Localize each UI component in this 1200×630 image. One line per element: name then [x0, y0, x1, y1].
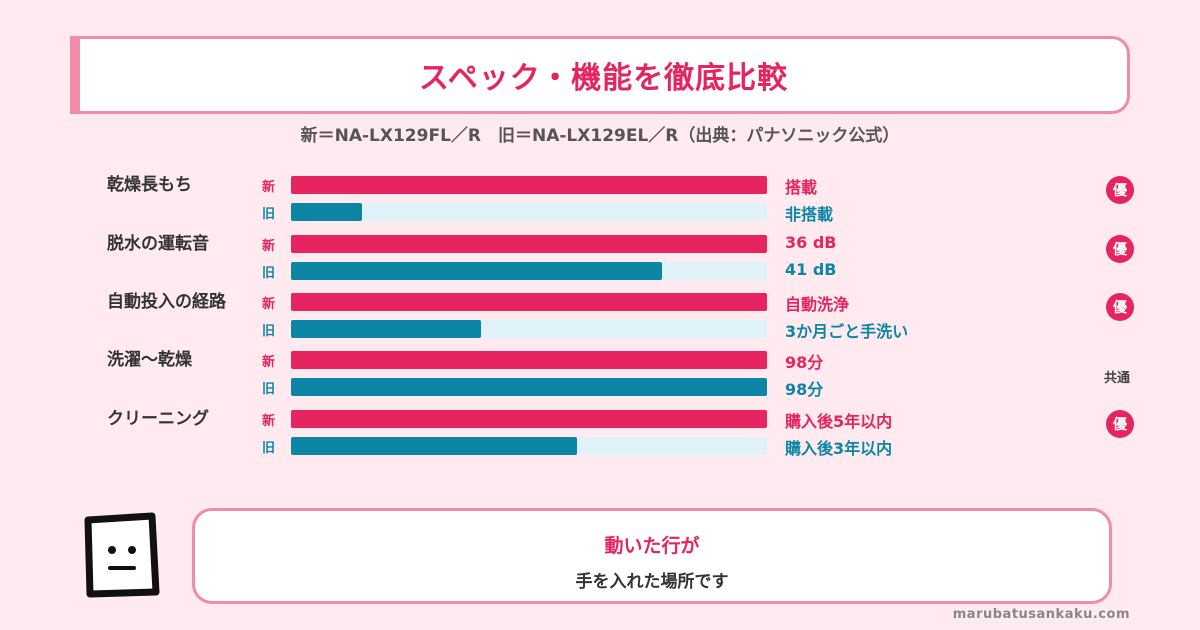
- speech-bubble: 動いた行が 手を入れた場所です: [192, 508, 1112, 604]
- comparison-row: 脱水の運転音 新 36 dB 旧 41 dB 優: [0, 229, 1200, 283]
- new-bar-track: [291, 410, 767, 428]
- verdict-common: 共通: [1104, 371, 1131, 386]
- new-tag: 新: [262, 297, 276, 312]
- comparison-chart: 乾燥長もち新搭載旧非搭載優脱水の運転音新 36 dB 旧 41 dB 優自動投入の経路新…: [0, 170, 1200, 458]
- new-bar: [291, 410, 767, 428]
- comparison-row: クリーニング 新 購入後5年以内旧 購入後3年以内 優: [0, 404, 1200, 458]
- old-value-label: 3か月ごと手洗い: [785, 322, 909, 341]
- old-bar: [291, 437, 577, 455]
- old-bar: [291, 262, 662, 280]
- row-label: 乾燥長もち: [107, 175, 192, 195]
- new-bar: [291, 351, 767, 369]
- new-tag: 新: [262, 355, 276, 370]
- new-bar-track: [291, 293, 767, 311]
- verdict-badge: 優: [1106, 410, 1134, 438]
- subtitle: 新＝NA-LX129FL／R 旧＝NA-LX129EL／R（出典：パナソニック公…: [300, 126, 900, 146]
- title-card: スペック・機能を徹底比較: [70, 36, 1130, 114]
- old-bar-track: [291, 437, 767, 455]
- new-value-label: 36 dB: [785, 233, 837, 252]
- comparison-row: 自動投入の経路 新 自動洗浄旧 3か月ごと手洗い 優: [0, 287, 1200, 341]
- old-bar-track: [291, 378, 767, 396]
- old-bar-track: [291, 320, 767, 338]
- speech-body: 手を入れた場所です: [575, 572, 729, 592]
- old-bar-track: [291, 262, 767, 280]
- old-bar-track: [291, 203, 767, 221]
- row-label: 自動投入の経路: [107, 292, 226, 312]
- new-bar: [291, 293, 767, 311]
- row-label: 脱水の運転音: [107, 234, 209, 254]
- old-bar: [291, 203, 362, 221]
- comparison-row: 洗濯～乾燥新 98分旧 98分 共通: [0, 345, 1200, 399]
- new-bar-track: [291, 235, 767, 253]
- old-value-label: 購入後3年以内: [785, 439, 893, 458]
- old-tag: 旧: [262, 382, 276, 397]
- verdict-badge: 優: [1106, 293, 1134, 321]
- new-value-label: 自動洗浄: [785, 295, 850, 314]
- old-tag: 旧: [262, 324, 276, 339]
- old-value-label: 41 dB: [785, 260, 837, 279]
- new-bar-track: [291, 351, 767, 369]
- new-tag: 新: [262, 180, 276, 195]
- new-tag: 新: [262, 414, 276, 429]
- old-tag: 旧: [262, 207, 276, 222]
- speech-headline: 動いた行が: [604, 535, 700, 557]
- old-bar: [291, 378, 767, 396]
- old-value-label: 98分: [785, 380, 824, 399]
- page-title: スペック・機能を徹底比較: [418, 61, 789, 96]
- new-bar-track: [291, 176, 767, 194]
- square-face-icon: [84, 512, 160, 598]
- old-tag: 旧: [262, 441, 276, 456]
- old-tag: 旧: [262, 266, 276, 281]
- old-bar: [291, 320, 481, 338]
- old-value-label: 非搭載: [785, 205, 834, 224]
- verdict-badge: 優: [1106, 176, 1134, 204]
- site-url: marubatusankaku.com: [952, 607, 1130, 622]
- new-tag: 新: [262, 239, 276, 254]
- new-value-label: 購入後5年以内: [785, 412, 893, 431]
- new-value-label: 98分: [785, 353, 824, 372]
- comparison-row: 乾燥長もち 新 搭載旧 非搭載 優: [0, 170, 1200, 224]
- new-value-label: 搭載: [785, 178, 818, 197]
- verdict-badge: 優: [1106, 235, 1134, 263]
- row-label: 洗濯～乾燥: [107, 350, 192, 370]
- new-bar: [291, 235, 767, 253]
- row-label: クリーニング: [107, 409, 209, 429]
- new-bar: [291, 176, 767, 194]
